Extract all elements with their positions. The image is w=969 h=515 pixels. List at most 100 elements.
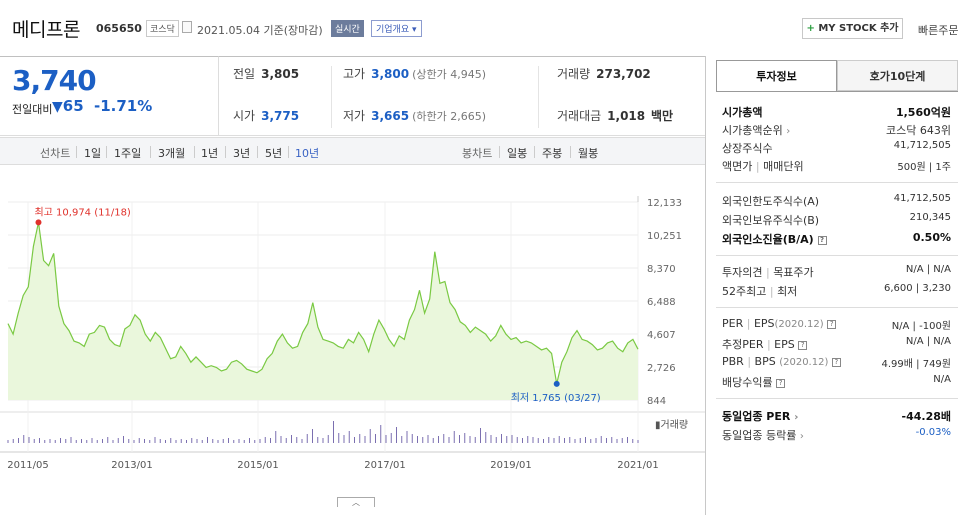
candle-daily[interactable]: 일봉: [507, 147, 528, 160]
company-overview-dropdown[interactable]: 기업개요 ▾: [371, 20, 422, 37]
period-3m[interactable]: 3개월: [158, 147, 186, 160]
sector-rate-label[interactable]: 동일업종 등락률: [722, 429, 797, 442]
period-5y[interactable]: 5년: [265, 147, 283, 160]
basis-label: 기준(장마감): [263, 24, 323, 37]
open-value: 3,775: [261, 109, 300, 123]
tab-invest-info[interactable]: 투자정보: [716, 60, 837, 91]
sector-rate-label-wrap[interactable]: 동일업종 등락률 ›: [722, 427, 804, 443]
low-label: 저가: [343, 109, 366, 123]
period-10y[interactable]: 10년: [295, 147, 320, 160]
high-label: 고가: [343, 67, 366, 81]
mcap-rank-value: 코스닥 643위: [886, 124, 951, 137]
row-sector-rate: 동일업종 등락률 › -0.03%: [722, 427, 951, 445]
unit-label: 매매단위: [763, 160, 804, 173]
period-1w[interactable]: 1주일: [114, 147, 142, 160]
volume-value: 273,702: [596, 67, 651, 81]
sector-rate-value: -0.03%: [915, 427, 951, 438]
y-tick-label: 4,607: [647, 330, 676, 341]
mcap-label: 시가총액: [722, 106, 763, 119]
date-value: 2021.05.04: [197, 24, 260, 37]
period-1d[interactable]: 1일: [84, 147, 102, 160]
open-price: 시가 3,775: [233, 107, 299, 124]
mcap-rank-label[interactable]: 시가총액순위: [722, 124, 783, 137]
price-box: [0, 56, 218, 136]
x-tick-label: 2017/01: [364, 460, 406, 471]
open-label: 시가: [233, 109, 256, 123]
dividend-value: N/A: [933, 374, 951, 385]
realtime-button[interactable]: 실시간: [331, 20, 364, 37]
high-price: 고가 3,800 (상한가 4,945): [343, 65, 486, 82]
y-tick-label: 6,488: [647, 297, 676, 308]
par-unit-value: 500원 | 1주: [897, 162, 951, 173]
foreign-hold-label: 외국인보유주식수(B): [722, 214, 820, 227]
y-tick-label: 12,133: [647, 198, 682, 209]
amount-value: 1,018: [607, 109, 646, 123]
help-icon[interactable]: ?: [817, 235, 827, 245]
row-opinion: 투자의견 | 목표주가 N/A | N/A: [722, 264, 951, 282]
tab-orderbook[interactable]: 호가10단계: [837, 60, 958, 91]
help-icon[interactable]: ?: [831, 357, 841, 367]
period-1y[interactable]: 1년: [201, 147, 219, 160]
sector-per-label[interactable]: 동일업종 PER: [722, 410, 791, 423]
foreign-ratio-value: 0.50%: [912, 231, 951, 244]
row-foreign-limit: 외국인한도주식수(A) 41,712,505: [722, 193, 951, 211]
row-52w: 52주최고 | 최저 6,600 | 3,230: [722, 283, 951, 301]
row-par: 액면가 | 매매단위 500원 | 1주: [722, 158, 951, 176]
my-stock-add-button[interactable]: + MY STOCK 추가: [802, 18, 903, 39]
prev-close-value: 3,805: [261, 67, 300, 81]
pbr-label-wrap: PBR | BPS (2020.12) ?: [722, 355, 841, 368]
shares-value: 41,712,505: [893, 140, 951, 151]
foreign-limit-value: 41,712,505: [893, 193, 951, 204]
est-per-label-wrap: 추정PER | EPS ?: [722, 336, 808, 352]
prev-close: 전일 3,805: [233, 65, 299, 82]
min-point: [553, 380, 560, 387]
sector-per-value: -44.28배: [901, 410, 951, 423]
row-foreign-ratio: 외국인소진율(B/A) ? 0.50%: [722, 231, 951, 249]
change-label: 전일대비: [12, 103, 53, 116]
document-icon[interactable]: [182, 21, 192, 33]
help-icon[interactable]: ?: [776, 378, 786, 388]
quick-order-link[interactable]: 빠른주문: [918, 24, 959, 37]
eps-date: (2020.12): [774, 319, 824, 330]
down-arrow-icon: ▼: [52, 99, 63, 115]
chart-collapse-button[interactable]: ︿: [337, 497, 375, 507]
row-foreign-hold: 외국인보유주식수(B) 210,345: [722, 212, 951, 230]
candle-monthly[interactable]: 월봉: [578, 147, 599, 160]
market-badge: 코스닥: [146, 20, 179, 37]
x-tick-label: 2011/05: [7, 460, 49, 471]
w52-low-label: 최저: [777, 285, 798, 298]
candle-weekly[interactable]: 주봉: [542, 147, 563, 160]
quote-date: 2021.05.04 기준(장마감): [197, 22, 323, 38]
plus-icon: +: [806, 23, 815, 34]
y-tick-label: 2,726: [647, 363, 676, 374]
lower-limit: (하한가 2,665): [412, 110, 486, 123]
chart-toolbar: 선차트 1일 1주일 3개월 1년 3년 5년 10년 봉차트 일봉 주봉 월봉: [0, 137, 705, 165]
y-axis-labels: 12,133 10,251 8,370 6,488 4,607 2,726 844: [647, 198, 682, 407]
x-axis-labels: 2011/05 2013/01 2015/01 2017/01 2019/01 2021/…: [7, 460, 659, 471]
volume-label: 거래량: [557, 67, 591, 81]
per-label-wrap: PER | EPS(2020.12) ?: [722, 317, 837, 330]
help-icon[interactable]: ?: [798, 340, 808, 350]
opinion-target-value: N/A | N/A: [905, 264, 951, 275]
x-tick-label: 2013/01: [111, 460, 153, 471]
arrow-right-icon: ›: [794, 412, 799, 423]
arrow-right-icon: ›: [799, 431, 804, 442]
row-pbr: PBR | BPS (2020.12) ? 4.99배 | 749원: [722, 355, 951, 373]
current-price: 3,740: [12, 64, 97, 97]
period-3y[interactable]: 3년: [233, 147, 251, 160]
volume: 거래량 273,702: [557, 65, 651, 82]
help-icon[interactable]: ?: [827, 319, 837, 329]
price-chart[interactable]: 12,133 10,251 8,370 6,488 4,607 2,726 844 ▮거래량…: [0, 170, 705, 510]
dividend-label: 배당수익률: [722, 376, 773, 389]
chart-grid: [0, 196, 705, 453]
opinion-label-wrap: 투자의견 | 목표주가: [722, 266, 814, 279]
mcap-rank-label-wrap[interactable]: 시가총액순위 ›: [722, 122, 790, 138]
price-stats-grid: 전일 3,805 고가 3,800 (상한가 4,945) 거래량 273,702 시가…: [218, 56, 705, 136]
max-point: [35, 219, 42, 226]
y-tick-label: 844: [647, 396, 666, 407]
max-label: 최고 10,974 (11/18): [34, 206, 130, 218]
sector-per-label-wrap[interactable]: 동일업종 PER ›: [722, 408, 798, 424]
price-change: ▼65: [52, 97, 84, 115]
est-per-eps-value: N/A | N/A: [905, 336, 951, 347]
row-est-per: 추정PER | EPS ? N/A | N/A: [722, 336, 951, 354]
